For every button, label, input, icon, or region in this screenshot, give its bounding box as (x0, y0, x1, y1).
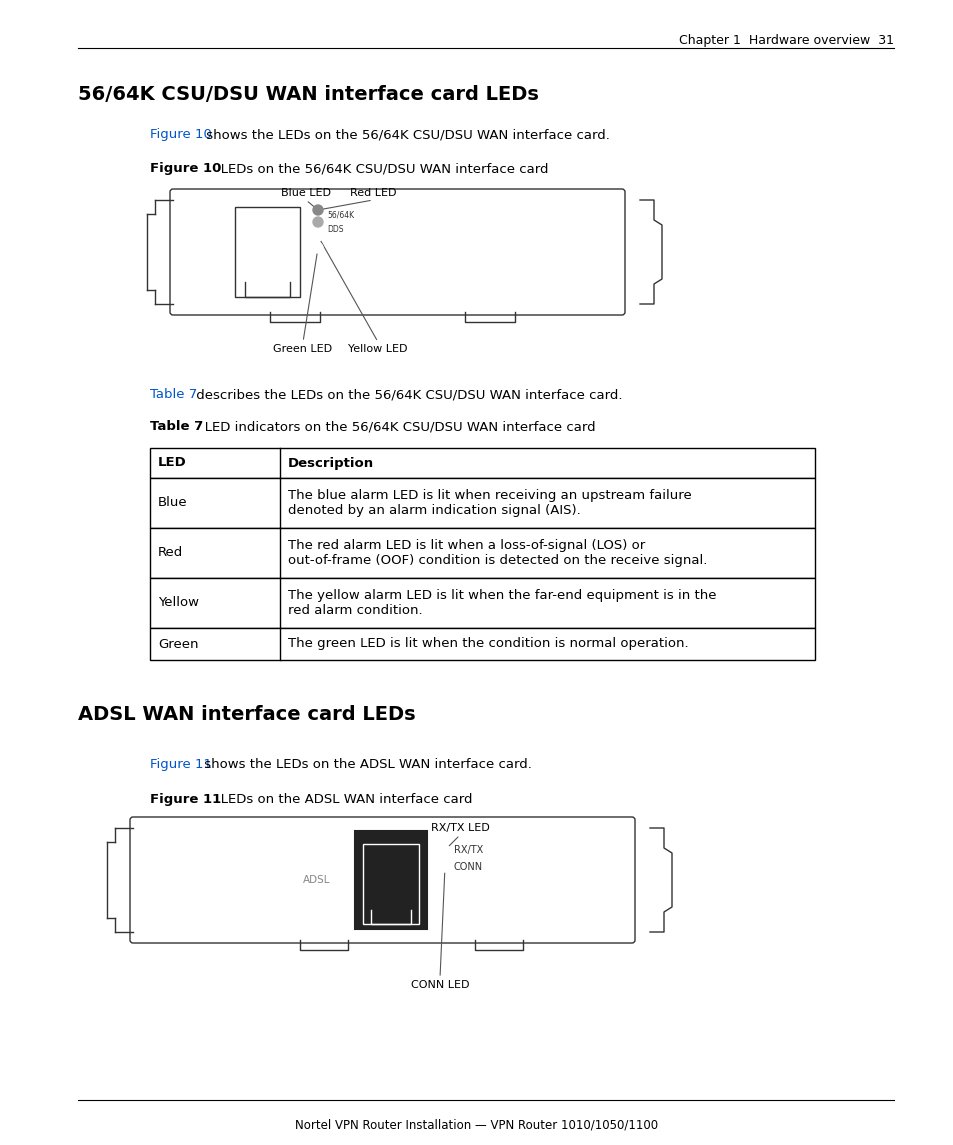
Text: LEDs on the 56/64K CSU/DSU WAN interface card: LEDs on the 56/64K CSU/DSU WAN interface… (208, 161, 548, 175)
Bar (150, 477, 814, 528)
Text: Table 7: Table 7 (150, 388, 197, 401)
Text: Blue LED: Blue LED (281, 188, 331, 198)
Text: RX/TX LED: RX/TX LED (430, 823, 489, 834)
FancyBboxPatch shape (130, 818, 635, 943)
Text: Figure 10: Figure 10 (150, 161, 221, 175)
Text: shows the LEDs on the 56/64K CSU/DSU WAN interface card.: shows the LEDs on the 56/64K CSU/DSU WAN… (202, 128, 609, 141)
Bar (355, 831, 427, 929)
Text: describes the LEDs on the 56/64K CSU/DSU WAN interface card.: describes the LEDs on the 56/64K CSU/DSU… (192, 388, 622, 401)
Circle shape (439, 845, 450, 855)
Text: ADSL: ADSL (302, 875, 330, 885)
Text: DDS: DDS (327, 224, 343, 234)
Text: ADSL WAN interface card LEDs: ADSL WAN interface card LEDs (78, 705, 416, 724)
Text: Green LED: Green LED (274, 344, 333, 354)
Circle shape (313, 218, 323, 227)
Text: red alarm condition.: red alarm condition. (288, 605, 422, 617)
Text: CONN: CONN (454, 862, 482, 872)
FancyBboxPatch shape (170, 189, 624, 315)
Text: shows the LEDs on the ADSL WAN interface card.: shows the LEDs on the ADSL WAN interface… (200, 758, 532, 771)
Text: Green: Green (158, 638, 198, 650)
Text: Figure 10: Figure 10 (150, 128, 212, 141)
Text: 56/64K: 56/64K (327, 211, 354, 220)
Bar (234, 207, 299, 297)
Bar (150, 528, 814, 578)
Bar (150, 627, 814, 660)
Text: Chapter 1  Hardware overview  31: Chapter 1 Hardware overview 31 (679, 34, 893, 47)
Text: LED: LED (158, 457, 187, 469)
Text: CONN LED: CONN LED (411, 980, 469, 990)
Text: Red LED: Red LED (350, 188, 395, 198)
Text: Nortel VPN Router Installation — VPN Router 1010/1050/1100: Nortel VPN Router Installation — VPN Rou… (295, 1118, 658, 1131)
Text: Description: Description (288, 457, 374, 469)
Text: Red: Red (158, 546, 183, 560)
Text: RX/TX: RX/TX (454, 845, 483, 855)
Text: denoted by an alarm indication signal (AIS).: denoted by an alarm indication signal (A… (288, 504, 580, 518)
Bar (150, 448, 814, 477)
Bar (150, 578, 814, 627)
Text: The yellow alarm LED is lit when the far-end equipment is in the: The yellow alarm LED is lit when the far… (288, 589, 716, 602)
Text: The blue alarm LED is lit when receiving an upstream failure: The blue alarm LED is lit when receiving… (288, 489, 691, 502)
Text: Blue: Blue (158, 497, 188, 510)
Circle shape (439, 862, 450, 872)
Circle shape (313, 243, 323, 253)
Text: Yellow: Yellow (158, 597, 199, 609)
Text: Figure 11: Figure 11 (150, 758, 212, 771)
Circle shape (313, 231, 323, 240)
Text: Table 7: Table 7 (150, 420, 203, 433)
Text: Yellow LED: Yellow LED (348, 344, 407, 354)
Bar (363, 844, 418, 924)
Text: The green LED is lit when the condition is normal operation.: The green LED is lit when the condition … (288, 638, 688, 650)
Text: LEDs on the ADSL WAN interface card: LEDs on the ADSL WAN interface card (208, 793, 472, 806)
Text: out-of-frame (OOF) condition is detected on the receive signal.: out-of-frame (OOF) condition is detected… (288, 554, 706, 567)
Circle shape (313, 205, 323, 215)
Text: Figure 11: Figure 11 (150, 793, 221, 806)
Text: LED indicators on the 56/64K CSU/DSU WAN interface card: LED indicators on the 56/64K CSU/DSU WAN… (192, 420, 595, 433)
Text: 56/64K CSU/DSU WAN interface card LEDs: 56/64K CSU/DSU WAN interface card LEDs (78, 85, 538, 104)
Text: The red alarm LED is lit when a loss-of-signal (LOS) or: The red alarm LED is lit when a loss-of-… (288, 539, 644, 552)
